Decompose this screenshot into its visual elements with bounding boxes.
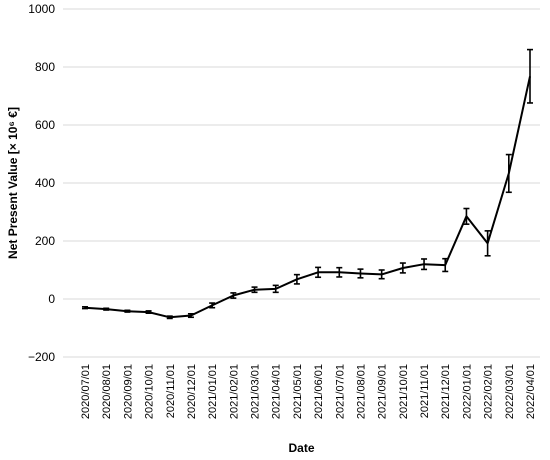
x-tick-label: 2021/10/01 [398, 364, 410, 419]
series-line [84, 76, 531, 319]
y-axis-ticks: −200 0 200 400 600 800 1000 [28, 2, 55, 364]
x-tick-label: 2021/03/01 [250, 364, 262, 419]
x-tick-label: 2020/12/01 [186, 364, 198, 419]
x-tick-label: 2021/07/01 [334, 364, 346, 419]
y-tick-label: 1000 [28, 2, 55, 16]
y-tick-label: −200 [28, 350, 55, 364]
x-tick-label: 2020/09/01 [122, 364, 134, 419]
x-tick-label: 2021/12/01 [440, 364, 452, 419]
y-tick-label: 200 [35, 234, 55, 248]
x-tick-label: 2021/06/01 [313, 364, 325, 419]
x-tick-label: 2021/08/01 [355, 364, 367, 419]
y-tick-label: 600 [35, 118, 55, 132]
x-tick-label: 2021/04/01 [271, 364, 283, 419]
x-tick-label: 2022/02/01 [483, 364, 495, 419]
x-tick-label: 2021/01/01 [207, 364, 219, 419]
y-tick-label: 0 [48, 292, 55, 306]
error-bars [82, 48, 533, 320]
x-tick-label: 2020/08/01 [101, 364, 113, 419]
x-tick-label: 2022/03/01 [504, 364, 516, 419]
y-tick-label: 800 [35, 60, 55, 74]
x-tick-label: 2022/04/01 [525, 364, 537, 419]
x-tick-label: 2021/09/01 [377, 364, 389, 419]
gridlines [63, 8, 540, 358]
x-tick-label: 2021/05/01 [292, 364, 304, 419]
error-bar [527, 48, 533, 104]
x-axis-title: Date [288, 441, 314, 455]
y-axis-title: Net Present Value [× 10⁶ €] [6, 107, 20, 259]
x-tick-label: 2020/10/01 [144, 364, 156, 419]
x-axis-ticks: 2020/07/01 2020/08/01 2020/09/01 2020/10/01… [80, 364, 537, 419]
x-tick-label: 2021/11/01 [419, 364, 431, 418]
x-tick-label: 2022/01/01 [461, 364, 473, 419]
x-tick-label: 2020/07/01 [80, 364, 92, 419]
y-tick-label: 400 [35, 176, 55, 190]
x-tick-label: 2020/11/01 [165, 364, 177, 418]
x-tick-label: 2021/02/01 [228, 364, 240, 419]
